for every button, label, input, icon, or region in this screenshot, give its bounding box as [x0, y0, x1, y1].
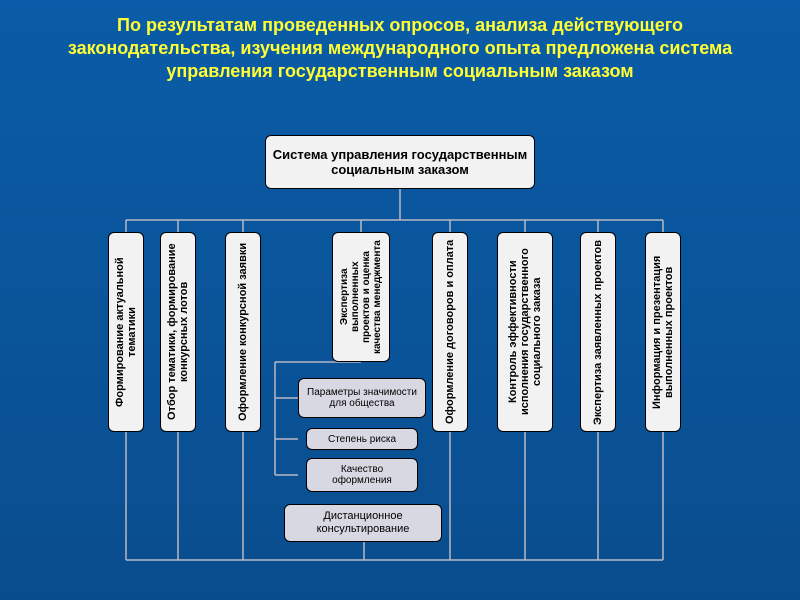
child-node-6: Экспертиза заявленных проектов: [580, 232, 616, 432]
root-node: Система управления государственным социа…: [265, 135, 535, 189]
child-node-2: Оформление конкурсной заявки: [225, 232, 261, 432]
sub-node-0: Параметры значимости для общества: [298, 378, 426, 418]
sub-node-1: Степень риска: [306, 428, 418, 450]
child-node-1: Отбор тематики, формирование конкурсных …: [160, 232, 196, 432]
child-node-5: Контроль эффективности исполнения госуда…: [497, 232, 553, 432]
slide-title: По результатам проведенных опросов, анал…: [40, 14, 760, 83]
child-node-0: Формирование актуальной тематики: [108, 232, 144, 432]
child-node-7: Информация и презентация выполненных про…: [645, 232, 681, 432]
sub-node-2: Качество оформления: [306, 458, 418, 492]
child-node-4: Оформление договоров и оплата: [432, 232, 468, 432]
child-node-3: Экспертиза выполненных проектов и оценка…: [332, 232, 390, 362]
bottom-node: Дистанционное консультирование: [284, 504, 442, 542]
